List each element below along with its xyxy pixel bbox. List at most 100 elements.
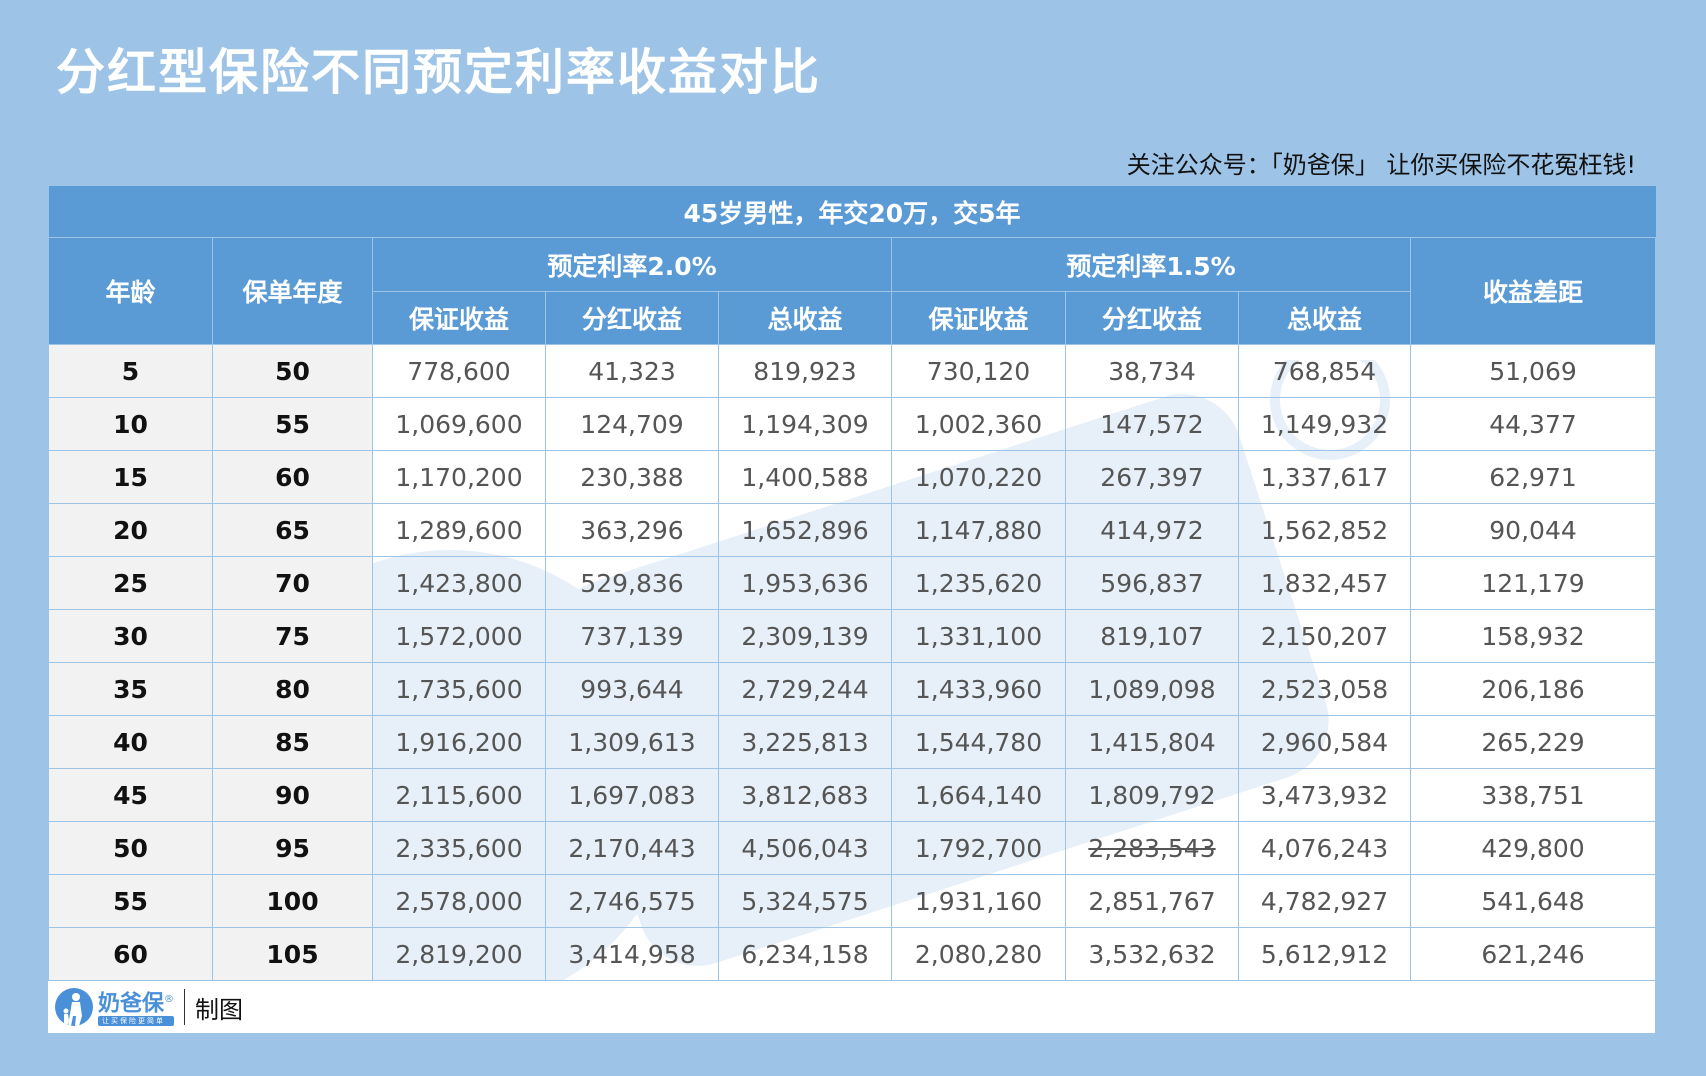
cell-total-b: 4,782,927: [1238, 874, 1411, 928]
cell-value: 2,851,767: [1088, 886, 1216, 916]
cell-value: 6,234,158: [741, 939, 869, 969]
slogan-text: 关注公众号：「奶爸保」 让你买保险不花冤枉钱!: [1126, 151, 1636, 179]
cell-value: 20: [113, 515, 148, 545]
cell-total-b: 4,076,243: [1238, 821, 1411, 875]
cell-value: 3,473,932: [1260, 780, 1389, 810]
cell-value: 2,115,600: [395, 780, 523, 810]
cell-dividend-a: 2,170,443: [545, 821, 719, 875]
header-dividend-b: 分红收益: [1065, 291, 1239, 345]
cell-dividend-b: 2,851,767: [1065, 874, 1239, 928]
cell-value: 2,309,139: [741, 621, 869, 651]
cell-value: 4,782,927: [1260, 886, 1389, 916]
cell-age: 20: [48, 503, 213, 557]
cell-value: 1,809,792: [1088, 780, 1216, 810]
cell-value: 1,400,588: [741, 462, 869, 492]
cell-value: 1,002,360: [914, 409, 1043, 439]
cell-value: 2,080,280: [914, 939, 1043, 969]
cell-value: 363,296: [580, 515, 684, 545]
cell-guaranteed-a: 1,572,000: [372, 609, 546, 663]
cell-value: 1,170,200: [395, 462, 523, 492]
cell-value: 2,335,600: [395, 833, 523, 863]
cell-value: 10: [113, 409, 148, 439]
cell-guaranteed-a: 1,735,600: [372, 662, 546, 716]
cell-age: 40: [48, 715, 213, 769]
cell-value: 265,229: [1481, 727, 1585, 757]
cell-value: 1,433,960: [914, 674, 1043, 704]
cell-value: 5: [121, 356, 140, 386]
cell-dividend-b: 147,572: [1065, 397, 1239, 451]
cell-guaranteed-b: 730,120: [891, 344, 1066, 398]
cell-policy-year: 70: [212, 556, 373, 610]
cell-value: 1,309,613: [568, 727, 696, 757]
cell-age: 60: [48, 927, 213, 981]
cell-value: 100: [266, 886, 319, 916]
cell-value: 2,578,000: [395, 886, 523, 916]
cell-age: 30: [48, 609, 213, 663]
parent-child-logo-icon: [55, 987, 93, 1026]
table-row: 55 100 2,578,000 2,746,575 5,324,575 1,931,16…: [48, 874, 1657, 928]
cell-guaranteed-a: 2,819,200: [372, 927, 546, 981]
cell-guaranteed-b: 1,664,140: [891, 768, 1066, 822]
cell-value: 55: [275, 409, 310, 439]
cell-total-b: 3,473,932: [1238, 768, 1411, 822]
cell-guaranteed-b: 1,235,620: [891, 556, 1066, 610]
cell-guaranteed-b: 2,080,280: [891, 927, 1066, 981]
table-row: 5 50 778,600 41,323 819,923 730,120 38,734 768,…: [48, 344, 1657, 398]
cell-gap: 44,377: [1409, 397, 1657, 451]
cell-value: 2,283,543: [1088, 833, 1216, 863]
logo-name: 奶爸保: [98, 991, 165, 1017]
cell-guaranteed-a: 2,335,600: [372, 821, 546, 875]
table-row: 10 55 1,069,600 124,709 1,194,309 1,002,360 14…: [48, 397, 1657, 451]
cell-value: 3,414,958: [568, 939, 696, 969]
cell-value: 1,337,617: [1260, 462, 1389, 492]
cell-value: 1,149,932: [1260, 409, 1389, 439]
registered-mark: ®: [164, 993, 175, 1005]
table-row: 50 95 2,335,600 2,170,443 4,506,043 1,792,700…: [48, 821, 1657, 875]
cell-total-a: 6,234,158: [718, 927, 892, 981]
table-row: 20 65 1,289,600 363,296 1,652,896 1,147,880 41…: [48, 503, 1657, 557]
table-row: 35 80 1,735,600 993,644 2,729,244 1,433,960 1,…: [48, 662, 1657, 716]
cell-total-b: 1,832,457: [1238, 556, 1411, 610]
footer: 奶爸保® 让买保险更简单 制图: [48, 981, 1655, 1033]
cell-gap: 206,186: [1409, 662, 1657, 716]
cell-guaranteed-b: 1,070,220: [891, 450, 1066, 504]
cell-guaranteed-b: 1,002,360: [891, 397, 1066, 451]
cell-total-a: 1,652,896: [718, 503, 892, 557]
cell-dividend-b: 2,283,543: [1065, 821, 1239, 875]
cell-value: 60: [113, 939, 148, 969]
cell-gap: 51,069: [1409, 344, 1657, 398]
header-rate-1-5: 预定利率1.5%: [891, 237, 1411, 292]
cell-value: 267,397: [1100, 462, 1204, 492]
cell-total-a: 3,812,683: [718, 768, 892, 822]
cell-value: 1,235,620: [914, 568, 1043, 598]
header-total-b: 总收益: [1238, 291, 1411, 345]
table-row: 60 105 2,819,200 3,414,958 6,234,158 2,080,28…: [48, 927, 1657, 981]
cell-value: 1,953,636: [741, 568, 869, 598]
cell-value: 730,120: [926, 356, 1031, 386]
cell-value: 65: [275, 515, 310, 545]
cell-value: 3,532,632: [1088, 939, 1216, 969]
cell-total-b: 2,150,207: [1238, 609, 1411, 663]
cell-value: 70: [275, 568, 310, 598]
cell-total-a: 3,225,813: [718, 715, 892, 769]
cell-value: 819,923: [753, 356, 857, 386]
cell-total-b: 768,854: [1238, 344, 1411, 398]
cell-age: 50: [48, 821, 213, 875]
cell-value: 15: [113, 462, 148, 492]
cell-policy-year: 50: [212, 344, 373, 398]
cell-dividend-b: 414,972: [1065, 503, 1239, 557]
table-body: 5 50 778,600 41,323 819,923 730,120 38,734 768,…: [48, 344, 1657, 981]
cell-dividend-b: 38,734: [1065, 344, 1239, 398]
cell-value: 62,971: [1489, 462, 1577, 492]
cell-total-b: 1,337,617: [1238, 450, 1411, 504]
cell-value: 147,572: [1100, 409, 1204, 439]
cell-guaranteed-b: 1,331,100: [891, 609, 1066, 663]
cell-value: 5,324,575: [741, 886, 869, 916]
cell-value: 55: [113, 886, 148, 916]
cell-policy-year: 60: [212, 450, 373, 504]
header-guaranteed-b: 保证收益: [891, 291, 1066, 345]
cell-guaranteed-a: 2,115,600: [372, 768, 546, 822]
brand-logo: 奶爸保® 让买保险更简单: [55, 987, 175, 1027]
cell-age: 10: [48, 397, 213, 451]
cell-value: 158,932: [1481, 621, 1585, 651]
